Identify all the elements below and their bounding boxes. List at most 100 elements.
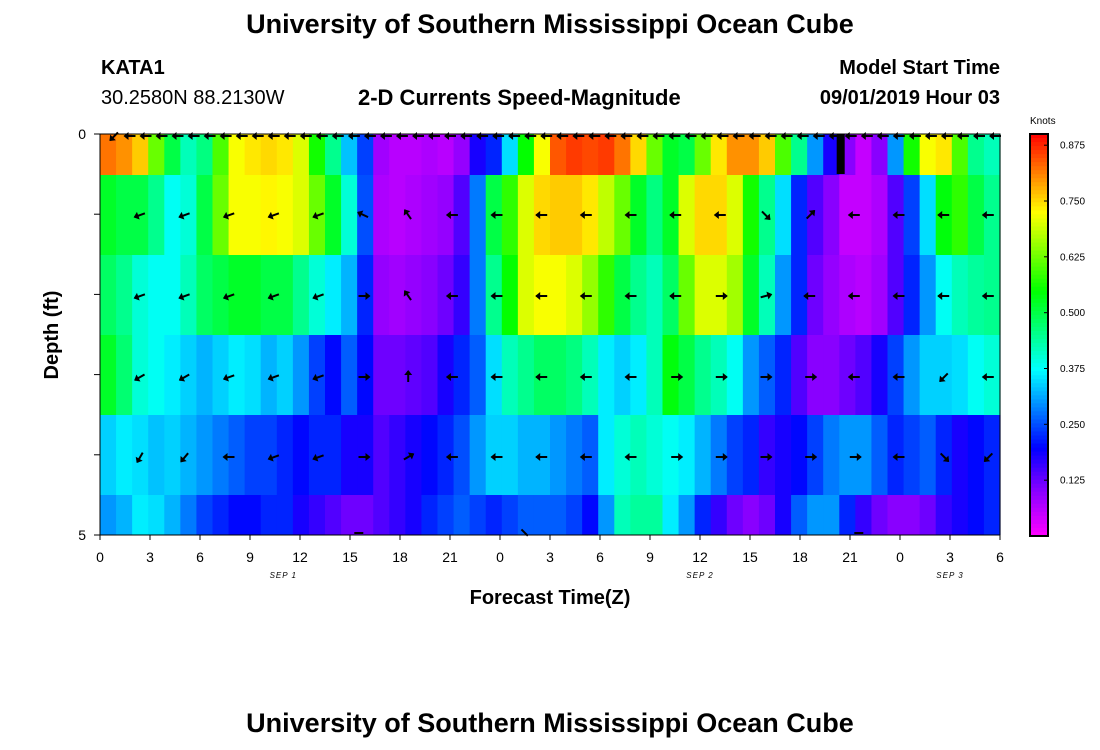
colorbar-swatch (1030, 403, 1048, 408)
colorbar-swatch (1030, 206, 1048, 211)
x-axis-label: Forecast Time(Z) (470, 587, 631, 609)
heat-cell (341, 495, 358, 535)
colorbar-swatch (1030, 190, 1048, 195)
date-label: SEP 2 (686, 571, 713, 580)
heat-cell (807, 415, 824, 495)
heat-cell (807, 175, 824, 255)
heat-cell (196, 495, 214, 535)
colorbar-swatch (1030, 134, 1048, 139)
heat-cell (405, 415, 423, 495)
heat-cell (839, 335, 856, 415)
heat-cell (614, 134, 631, 175)
heat-cell (582, 415, 599, 495)
chart-subtitle: 2-D Currents Speed-Magnitude (358, 85, 681, 110)
heat-cell (325, 255, 342, 335)
heat-cell (341, 175, 358, 255)
heat-cell (614, 255, 631, 335)
heat-cell (533, 415, 551, 495)
current-arrow (404, 370, 413, 382)
colorbar-swatch (1030, 258, 1048, 264)
heat-cell (276, 335, 294, 415)
heat-cell (244, 335, 262, 415)
heat-cell (260, 175, 278, 255)
arrow-head (892, 292, 898, 300)
arrow-head (365, 453, 371, 461)
heat-cell (180, 495, 198, 535)
heat-cell (839, 495, 856, 535)
current-arrow (624, 373, 637, 381)
arrow-head (981, 292, 987, 300)
heat-cell (710, 415, 728, 495)
heat-cell (710, 134, 728, 175)
heat-cell (292, 255, 310, 335)
colorbar-swatch (1030, 511, 1048, 517)
heat-cell (341, 255, 358, 335)
y-axis: 05 (78, 126, 100, 543)
arrow-head (981, 373, 987, 381)
colorbar-swatch (1030, 330, 1048, 336)
heat-cell (791, 415, 808, 495)
colorbar-swatch (1030, 439, 1048, 445)
colorbar-swatch (1030, 270, 1048, 276)
heat-cell (292, 415, 310, 495)
arrow-head (669, 292, 675, 300)
colorbar-swatch (1030, 278, 1048, 284)
heat-cell (501, 175, 519, 255)
heat-cell (421, 495, 439, 535)
heat-cell (453, 175, 471, 255)
current-arrow (180, 452, 189, 463)
x-tick-label: 0 (96, 549, 104, 565)
heat-cell (855, 415, 873, 495)
heat-cell (646, 495, 664, 535)
colorbar-swatch (1030, 483, 1048, 489)
arrow-head (579, 292, 585, 300)
heat-cell (919, 255, 937, 335)
x-tick-label: 3 (146, 549, 154, 565)
colorbar-label: Knots (1030, 116, 1056, 127)
colorbar-swatch (1030, 166, 1048, 171)
heat-cell (823, 415, 840, 495)
current-arrow (579, 453, 592, 461)
arrow-head (133, 211, 140, 220)
heat-cell (357, 495, 374, 535)
heat-cell (935, 335, 953, 415)
heat-cell (919, 134, 937, 175)
current-arrow (671, 373, 684, 381)
heat-cell (598, 134, 615, 175)
heat-cell (903, 415, 921, 495)
heat-cell (437, 175, 455, 255)
heat-cell (871, 134, 889, 175)
heat-cell (260, 415, 278, 495)
heat-cell (823, 175, 840, 255)
x-tick-label: 9 (246, 549, 254, 565)
heat-cell (566, 415, 583, 495)
current-arrow (892, 292, 905, 300)
heat-cell (855, 175, 873, 255)
heat-cell (855, 255, 873, 335)
colorbar-swatch (1030, 371, 1048, 376)
heat-cell (517, 415, 535, 495)
current-arrow (535, 453, 548, 461)
heat-cell (662, 134, 680, 175)
current-arrow (981, 211, 994, 219)
heat-cell (839, 255, 856, 335)
heat-cell (967, 255, 985, 335)
current-arrow (669, 292, 682, 300)
heat-cell (614, 335, 631, 415)
x-tick-label: 18 (792, 549, 808, 565)
heat-cell (341, 415, 358, 495)
colorbar-swatch (1030, 202, 1048, 207)
current-arrow (760, 453, 773, 461)
colorbar-frame (1029, 133, 1049, 537)
heat-cell (244, 134, 262, 175)
current-arrow (805, 210, 816, 220)
x-tick-label: 0 (496, 549, 504, 565)
colorbar-swatch (1030, 415, 1048, 421)
heat-cell (453, 255, 471, 335)
arrow-head (365, 292, 371, 300)
heat-cell (292, 495, 310, 535)
x-tick-label: 21 (842, 549, 858, 565)
colorbar-swatch (1030, 475, 1048, 481)
arrow-head (178, 211, 185, 220)
heat-cell (550, 255, 567, 335)
